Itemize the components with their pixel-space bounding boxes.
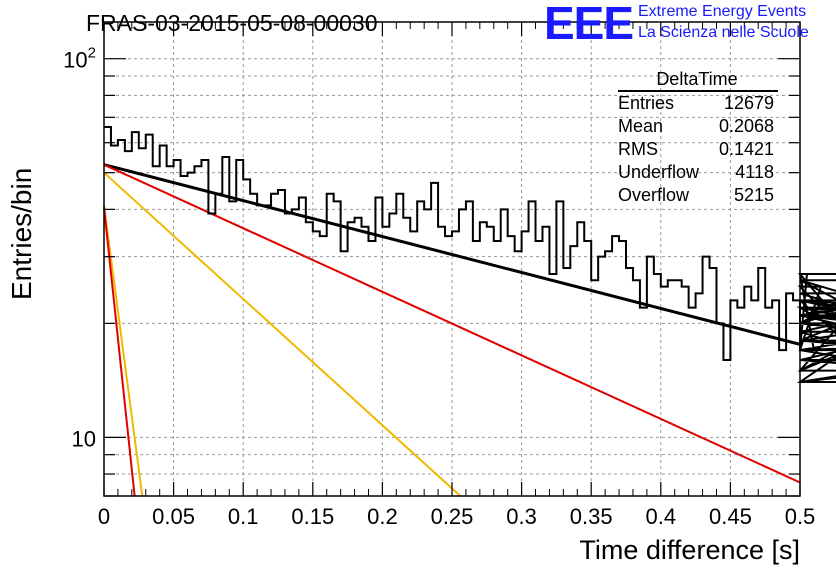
- fit-curve: [103, 171, 462, 497]
- x-axis-label: Time difference [s]: [579, 535, 800, 565]
- histogram-series: [104, 126, 836, 384]
- stats-row-overflow: Overflow 5215: [612, 184, 774, 207]
- x-tick-label: 0.5: [785, 504, 816, 529]
- x-tick-label: 0.05: [152, 504, 195, 529]
- stats-box: DeltaTime Entries 12679 Mean 0.2068 RMS …: [612, 68, 778, 207]
- x-tick-label: 0.25: [431, 504, 474, 529]
- stats-value: 5215: [733, 185, 774, 205]
- stats-label: Overflow: [618, 185, 690, 205]
- stats-value: 12679: [723, 93, 774, 113]
- stats-row-rms: RMS 0.1421: [612, 138, 774, 161]
- stats-label: Mean: [618, 116, 664, 136]
- x-tick-label: 0.45: [709, 504, 752, 529]
- logo-line-2: La Scienza nelle Scuole: [638, 24, 809, 41]
- stats-row-underflow: Underflow 4118: [612, 161, 774, 184]
- x-tick-label: 0.2: [367, 504, 398, 529]
- y-tick-labels: 10 102: [63, 45, 96, 452]
- stats-title: DeltaTime: [656, 69, 738, 89]
- fit-curve: [103, 207, 136, 497]
- y-tick-label: 10: [72, 426, 96, 451]
- stats-divider: [618, 90, 778, 92]
- y-tick-label: 102: [63, 45, 96, 73]
- stats-value: 4118: [735, 162, 774, 182]
- y-axis-label: Entries/bin: [6, 167, 37, 300]
- x-tick-label: 0.3: [506, 504, 537, 529]
- x-tick-labels: 0 0.05 0.1 0.15 0.2 0.25 0.3 0.35 0.4 0.45 0.5: [98, 504, 815, 529]
- eee-logo: EEE: [544, 0, 634, 49]
- chart-title: FRAS-03-2015-05-08-00030: [86, 10, 378, 36]
- stats-row-entries: Entries 12679: [612, 92, 774, 115]
- stats-row-mean: Mean 0.2068: [612, 115, 774, 138]
- fit-curve: [103, 205, 144, 497]
- fit-curve: [103, 163, 801, 484]
- stats-label: Underflow: [618, 162, 700, 182]
- logo-line-1: Extreme Energy Events: [638, 3, 807, 20]
- axis-ticks: [103, 22, 801, 497]
- x-tick-label: 0.4: [646, 504, 677, 529]
- x-tick-label: 0.15: [291, 504, 334, 529]
- stats-label: RMS: [618, 139, 658, 159]
- stats-value: 0.2068: [718, 116, 774, 136]
- x-tick-label: 0.35: [570, 504, 613, 529]
- x-tick-label: 0.1: [228, 504, 259, 529]
- stats-value: 0.1421: [718, 139, 774, 159]
- stats-label: Entries: [618, 93, 675, 113]
- x-tick-label: 0: [98, 504, 110, 529]
